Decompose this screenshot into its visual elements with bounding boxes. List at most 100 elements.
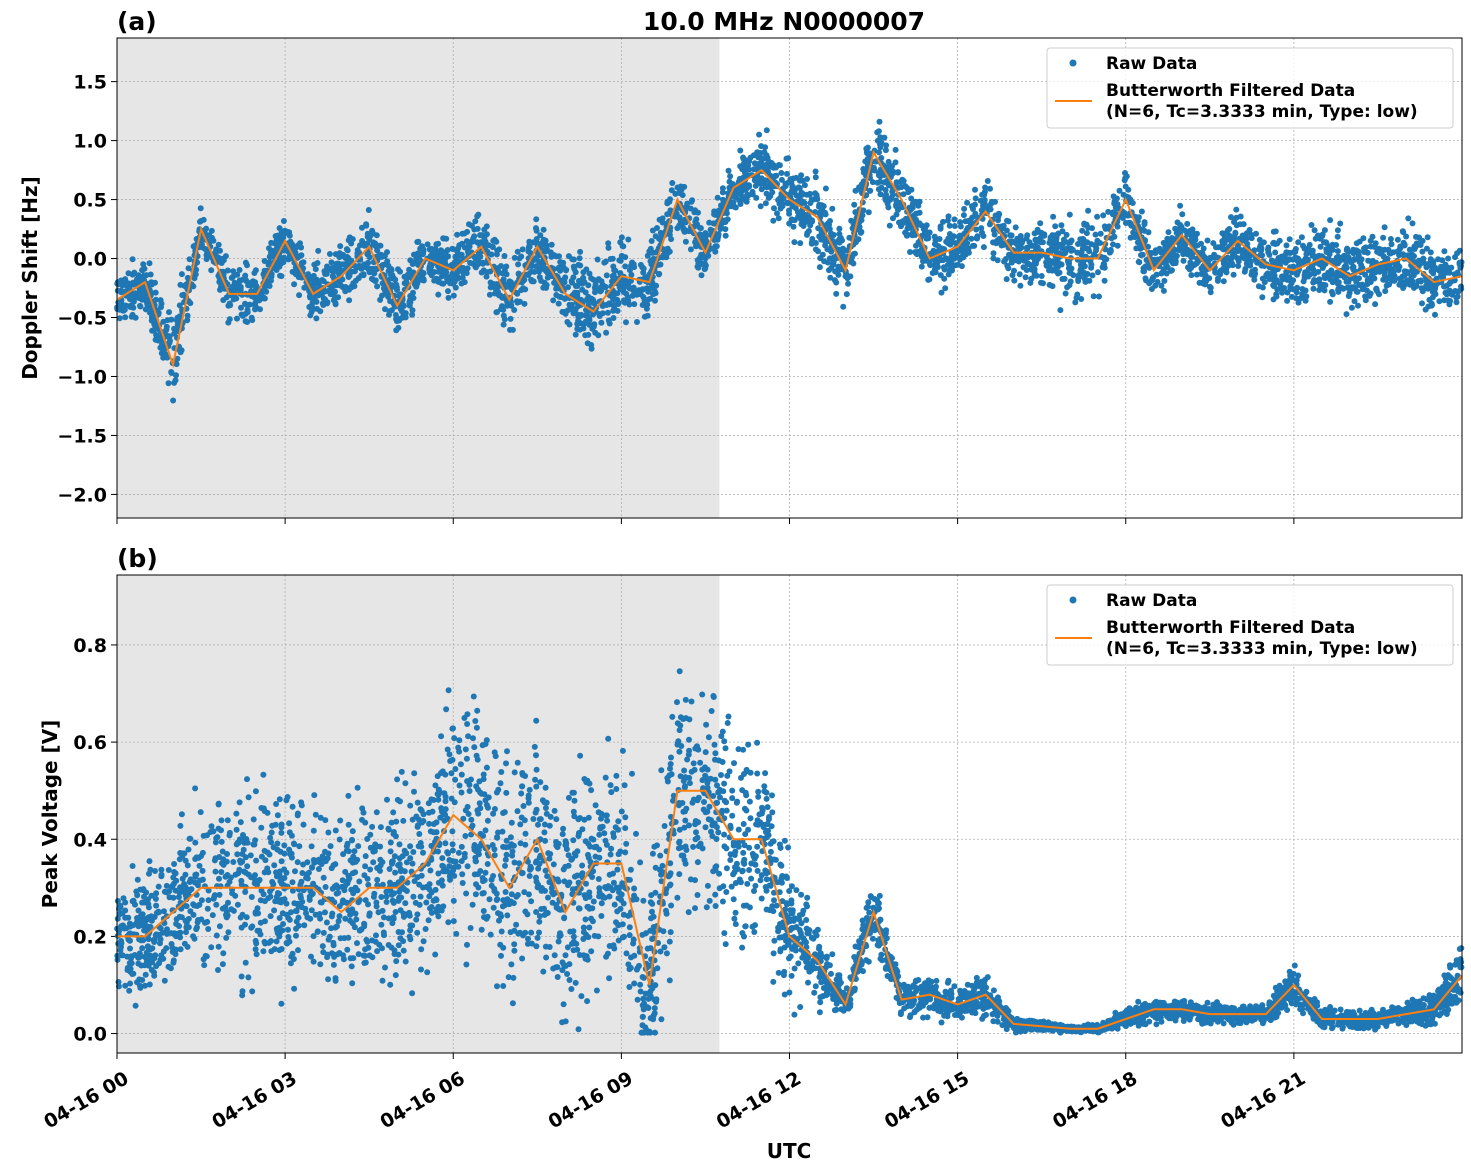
raw-data-point — [572, 331, 579, 338]
raw-data-point — [636, 288, 643, 295]
raw-data-point — [756, 131, 763, 138]
raw-data-point — [622, 263, 629, 270]
raw-data-point — [1388, 241, 1395, 248]
raw-data-point — [770, 217, 777, 224]
raw-data-point — [179, 292, 186, 299]
raw-data-point — [610, 315, 617, 321]
raw-data-point — [1441, 283, 1447, 290]
raw-data-point — [926, 276, 933, 283]
raw-data-point — [956, 232, 963, 239]
raw-data-point — [129, 256, 136, 263]
raw-data-point — [1081, 220, 1088, 227]
raw-data-point — [934, 248, 941, 255]
raw-data-point — [1327, 217, 1334, 224]
raw-data-point — [701, 266, 708, 273]
raw-data-point — [533, 227, 540, 234]
raw-data-point — [1052, 223, 1059, 230]
raw-data-point — [1100, 261, 1107, 267]
raw-data-point — [1265, 246, 1271, 253]
raw-data-point — [1423, 245, 1430, 252]
raw-data-point — [845, 280, 852, 287]
raw-data-point — [496, 292, 502, 299]
raw-data-point — [498, 769, 505, 775]
raw-data-point — [987, 185, 993, 192]
raw-data-point — [158, 304, 164, 311]
raw-data-point — [1018, 244, 1025, 251]
raw-data-point — [398, 768, 405, 775]
raw-data-point — [1180, 251, 1187, 258]
raw-data-point — [622, 254, 629, 261]
raw-data-point — [619, 747, 626, 754]
raw-data-point — [1273, 293, 1280, 300]
raw-data-point — [1353, 240, 1360, 247]
raw-data-point — [902, 229, 909, 236]
raw-data-point — [236, 267, 243, 273]
raw-data-point — [1165, 241, 1172, 248]
raw-data-point — [117, 280, 124, 287]
raw-data-point — [1400, 285, 1407, 291]
raw-data-point — [763, 190, 770, 197]
raw-data-point — [343, 246, 350, 253]
raw-data-point — [423, 899, 430, 906]
raw-data-point — [969, 214, 976, 221]
raw-data-point — [186, 879, 193, 885]
raw-data-point — [455, 251, 462, 258]
raw-data-point — [450, 292, 457, 299]
raw-data-point — [800, 198, 807, 205]
raw-data-point — [1185, 248, 1192, 254]
raw-data-point — [1387, 250, 1394, 257]
raw-data-point — [372, 278, 379, 284]
raw-data-point — [1220, 258, 1227, 264]
raw-data-point — [393, 327, 400, 334]
raw-data-point — [490, 237, 497, 244]
raw-data-point — [907, 249, 913, 255]
raw-data-point — [829, 205, 836, 212]
raw-data-point — [864, 144, 871, 151]
raw-data-point — [387, 839, 394, 846]
raw-data-point — [411, 281, 418, 288]
raw-data-point — [215, 943, 222, 950]
raw-data-point — [594, 256, 601, 263]
panel-label-b: (b) — [117, 544, 158, 573]
raw-data-point — [1100, 212, 1107, 219]
raw-data-point — [969, 203, 975, 210]
raw-data-point — [712, 211, 719, 218]
raw-data-point — [577, 262, 584, 269]
raw-data-point — [890, 215, 896, 222]
raw-data-point — [798, 221, 805, 228]
raw-data-point — [757, 203, 764, 210]
raw-data-point — [626, 984, 633, 990]
raw-data-point — [336, 913, 343, 920]
raw-data-point — [557, 259, 564, 265]
raw-data-point — [234, 315, 240, 322]
raw-data-point — [1426, 280, 1433, 287]
raw-data-point — [1321, 239, 1327, 246]
raw-data-point — [384, 249, 390, 256]
raw-data-point — [1274, 279, 1281, 286]
raw-data-point — [1211, 254, 1218, 261]
raw-data-point — [138, 286, 145, 293]
raw-data-point — [1160, 287, 1167, 294]
raw-data-point — [474, 225, 481, 232]
raw-data-point — [874, 129, 881, 136]
raw-data-point — [609, 294, 616, 301]
raw-data-point — [465, 240, 472, 247]
raw-data-point — [354, 940, 360, 947]
raw-data-point — [601, 259, 608, 266]
raw-data-point — [827, 274, 834, 281]
raw-data-point — [268, 239, 275, 246]
raw-data-point — [1272, 249, 1279, 256]
raw-data-point — [1024, 232, 1031, 239]
raw-data-point — [252, 287, 258, 294]
raw-data-point — [508, 819, 515, 826]
raw-data-point — [533, 216, 540, 223]
raw-data-point — [1387, 236, 1394, 242]
raw-data-point — [165, 380, 172, 387]
raw-data-point — [592, 286, 599, 292]
raw-data-point — [1284, 289, 1291, 296]
raw-data-point — [812, 174, 819, 181]
raw-data-point — [778, 176, 785, 183]
raw-data-point — [640, 265, 647, 272]
raw-data-point — [574, 321, 581, 327]
panel-a: 1.51.00.50.0−0.5−1.0−1.5−2.0 — [57, 37, 1465, 524]
